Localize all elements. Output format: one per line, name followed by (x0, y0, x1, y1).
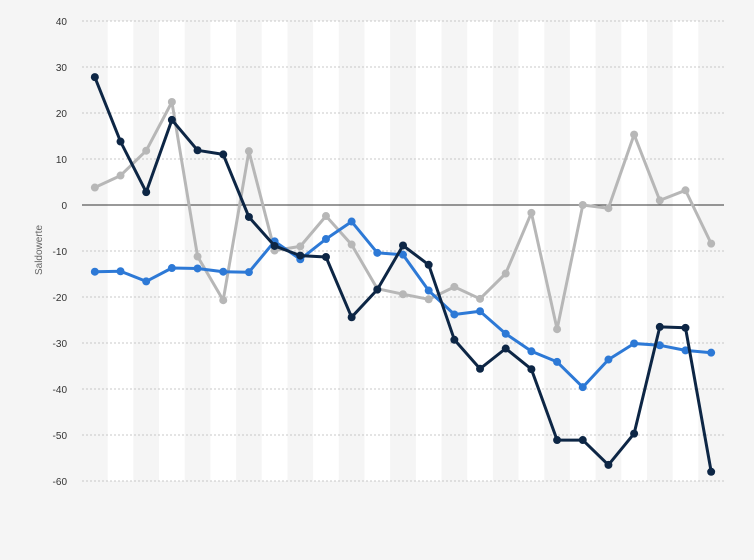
data-point[interactable] (321, 252, 330, 261)
data-point[interactable] (604, 460, 613, 469)
y-tick-label: 10 (56, 155, 68, 166)
data-point[interactable] (90, 267, 99, 276)
data-point[interactable] (219, 296, 228, 305)
series-2 (90, 217, 716, 392)
data-point[interactable] (399, 241, 407, 250)
data-point[interactable] (630, 130, 639, 139)
data-point[interactable] (707, 348, 716, 357)
data-point[interactable] (655, 341, 664, 350)
data-point[interactable] (655, 322, 664, 331)
data-point[interactable] (707, 239, 716, 248)
data-point[interactable] (219, 150, 228, 159)
data-point[interactable] (116, 171, 125, 180)
data-point[interactable] (193, 146, 202, 155)
y-tick-label: 20 (56, 109, 68, 120)
data-point[interactable] (501, 269, 510, 278)
series-lines (90, 73, 716, 476)
data-point[interactable] (321, 212, 330, 221)
data-point[interactable] (681, 346, 690, 355)
data-point[interactable] (707, 467, 716, 476)
data-point[interactable] (244, 268, 253, 277)
data-point[interactable] (681, 323, 690, 332)
data-point[interactable] (604, 204, 613, 213)
data-point[interactable] (476, 294, 485, 303)
data-point[interactable] (321, 235, 330, 244)
data-point[interactable] (347, 240, 356, 249)
data-point[interactable] (399, 250, 407, 259)
data-point[interactable] (424, 286, 433, 295)
data-point[interactable] (424, 295, 433, 304)
data-point[interactable] (630, 339, 639, 348)
data-point[interactable] (578, 201, 587, 209)
data-point[interactable] (244, 212, 253, 221)
data-point[interactable] (553, 436, 562, 445)
y-axis-title: Saldowerte (34, 225, 45, 275)
data-point[interactable] (476, 364, 485, 373)
series-1 (90, 73, 716, 476)
data-point[interactable] (90, 183, 99, 192)
data-point[interactable] (399, 290, 407, 299)
data-point[interactable] (450, 335, 459, 344)
data-point[interactable] (424, 260, 433, 269)
data-point[interactable] (296, 251, 305, 260)
data-point[interactable] (553, 325, 562, 334)
y-tick-label: 30 (56, 63, 68, 74)
data-point[interactable] (681, 186, 690, 195)
data-point[interactable] (373, 285, 382, 294)
data-point[interactable] (90, 73, 99, 82)
y-tick-label: -20 (53, 293, 68, 304)
data-point[interactable] (219, 267, 228, 276)
y-tick-label: 0 (61, 201, 67, 212)
data-point[interactable] (578, 436, 587, 445)
data-point[interactable] (116, 137, 125, 146)
data-point[interactable] (527, 347, 536, 356)
data-point[interactable] (553, 357, 562, 366)
data-point[interactable] (167, 264, 176, 273)
data-point[interactable] (476, 307, 485, 316)
data-point[interactable] (167, 115, 176, 124)
data-point[interactable] (527, 208, 536, 217)
data-point[interactable] (578, 383, 587, 392)
y-tick-label: -10 (53, 247, 68, 258)
data-point[interactable] (450, 310, 459, 319)
data-point[interactable] (142, 277, 151, 286)
y-tick-label: 40 (56, 17, 68, 28)
data-point[interactable] (604, 355, 613, 364)
y-tick-label: -40 (53, 385, 68, 396)
data-point[interactable] (630, 429, 639, 438)
data-point[interactable] (501, 344, 510, 353)
data-point[interactable] (527, 365, 536, 374)
column-band (415, 21, 442, 481)
data-point[interactable] (450, 282, 459, 291)
data-point[interactable] (193, 264, 202, 273)
data-point[interactable] (655, 196, 664, 205)
data-point[interactable] (347, 313, 356, 322)
data-point[interactable] (244, 147, 253, 156)
data-point[interactable] (142, 146, 151, 155)
data-point[interactable] (501, 329, 510, 338)
data-point[interactable] (116, 267, 125, 276)
y-tick-label: -50 (53, 431, 68, 442)
y-tick-label: -30 (53, 339, 68, 350)
data-point[interactable] (142, 188, 151, 197)
data-point[interactable] (167, 97, 176, 106)
data-point[interactable] (347, 217, 356, 226)
data-point[interactable] (270, 241, 279, 250)
y-tick-label: -60 (53, 477, 68, 488)
series-line (93, 75, 713, 474)
data-point[interactable] (373, 248, 382, 257)
data-point[interactable] (296, 242, 305, 251)
y-axis-ticks: 40 30 20 10 0 -10 -20 -30 -40 -50 -60 (53, 17, 68, 488)
data-point[interactable] (193, 252, 202, 261)
